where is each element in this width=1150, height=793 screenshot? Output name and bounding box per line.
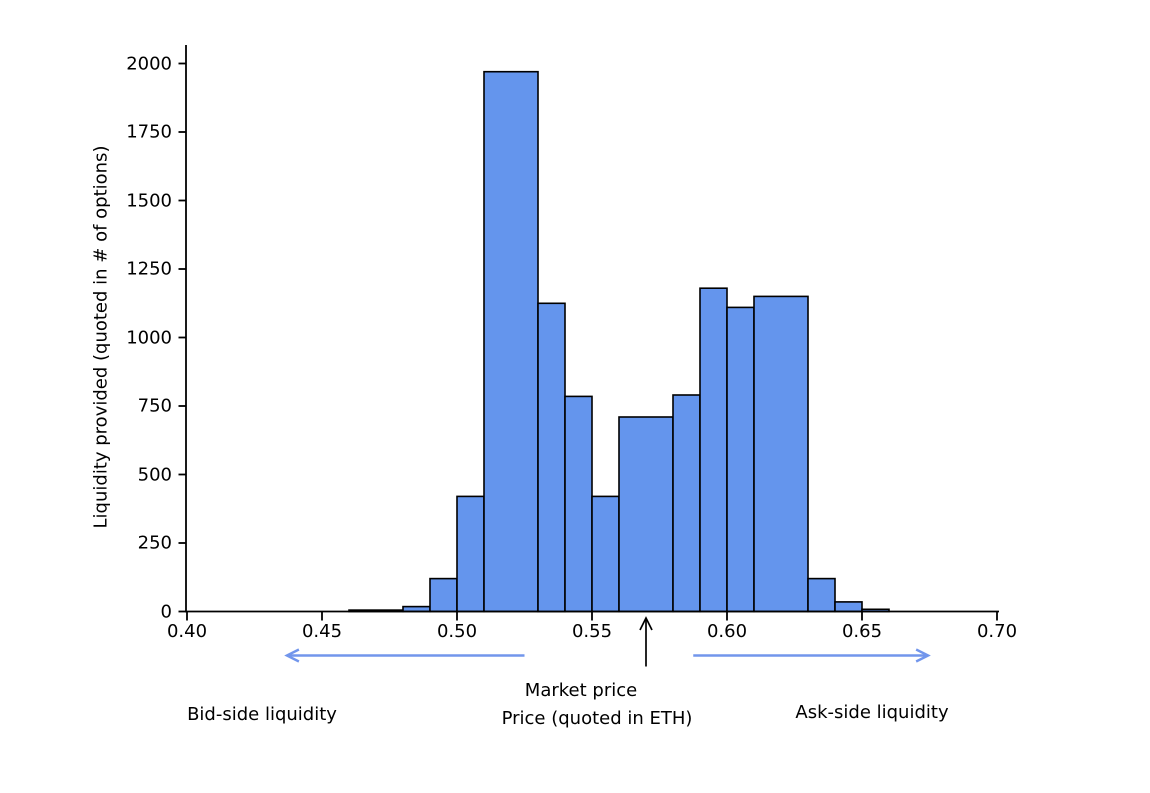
x-tick-label: 0.45 xyxy=(301,621,343,642)
histogram-bar xyxy=(699,287,728,613)
histogram-bar xyxy=(807,577,836,613)
y-tick-label: 1000 xyxy=(126,327,172,348)
bid-side-liquidity-label: Bid-side liquidity xyxy=(187,704,337,725)
y-tick-label: 500 xyxy=(137,464,172,485)
market-price-label: Market price xyxy=(524,680,638,701)
histogram-bar xyxy=(753,295,809,613)
histogram-bar xyxy=(483,70,539,613)
y-tick-label: 1250 xyxy=(126,258,172,280)
histogram-bar xyxy=(618,416,674,613)
ask-side-liquidity-label: Ask-side liquidity xyxy=(795,702,949,723)
histogram-bar xyxy=(672,394,701,613)
histogram-bar xyxy=(564,395,593,613)
histogram-bar xyxy=(429,577,458,613)
x-tick-label: 0.55 xyxy=(571,621,613,642)
histogram-bar xyxy=(537,302,566,613)
histogram-bar xyxy=(726,306,755,613)
y-axis-label: Liquidity provided (quoted in # of optio… xyxy=(90,145,112,529)
y-tick-label: 2000 xyxy=(126,53,172,74)
y-tick-label: 0 xyxy=(160,601,172,622)
market-price-arrow-head xyxy=(639,616,653,631)
y-tick-label: 1750 xyxy=(126,121,172,143)
x-axis-label: Price (quoted in ETH) xyxy=(501,708,693,729)
x-tick-label: 0.50 xyxy=(436,621,478,642)
histogram-bar xyxy=(591,495,620,613)
x-tick-label: 0.70 xyxy=(976,621,1018,642)
ask-side-arrow-head xyxy=(915,648,931,663)
x-tick-label: 0.65 xyxy=(841,621,883,642)
x-tick-label: 0.60 xyxy=(706,621,748,642)
x-tick-label: 0.40 xyxy=(166,621,208,642)
y-tick-label: 1500 xyxy=(126,190,172,211)
y-tick-label: 250 xyxy=(137,532,172,554)
histogram-bar xyxy=(456,495,485,613)
histogram-bar xyxy=(834,601,863,613)
y-tick-label: 750 xyxy=(137,395,172,417)
bid-side-arrow-head xyxy=(284,648,300,663)
